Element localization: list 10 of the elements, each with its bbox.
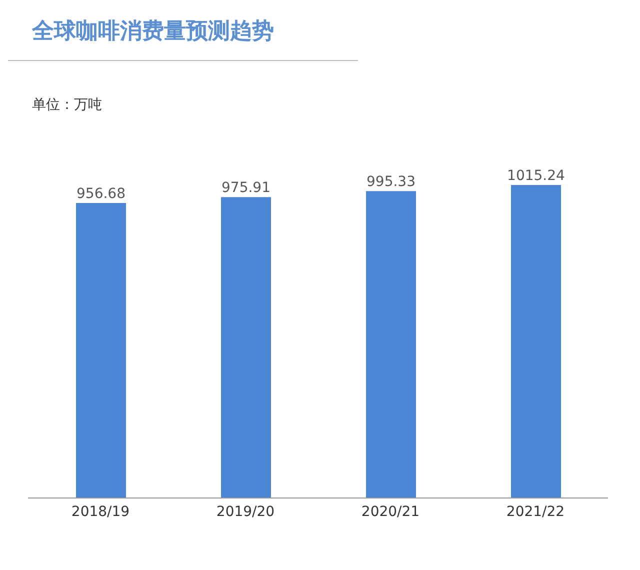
- x-tick-label: 2020/21: [361, 504, 420, 520]
- x-tick-label: 2021/22: [506, 504, 565, 520]
- data-label: 995.33: [366, 174, 416, 190]
- data-label: 1015.24: [507, 168, 566, 184]
- x-tick-label: 2018/19: [71, 504, 130, 520]
- x-tick-label: 2019/20: [216, 504, 275, 520]
- chart-subtitle: 单位：万吨: [32, 96, 102, 114]
- chart-title: 全球咖啡消费量预测趋势: [32, 17, 274, 46]
- data-label: 975.91: [222, 180, 270, 196]
- data-label: 956.68: [76, 186, 126, 202]
